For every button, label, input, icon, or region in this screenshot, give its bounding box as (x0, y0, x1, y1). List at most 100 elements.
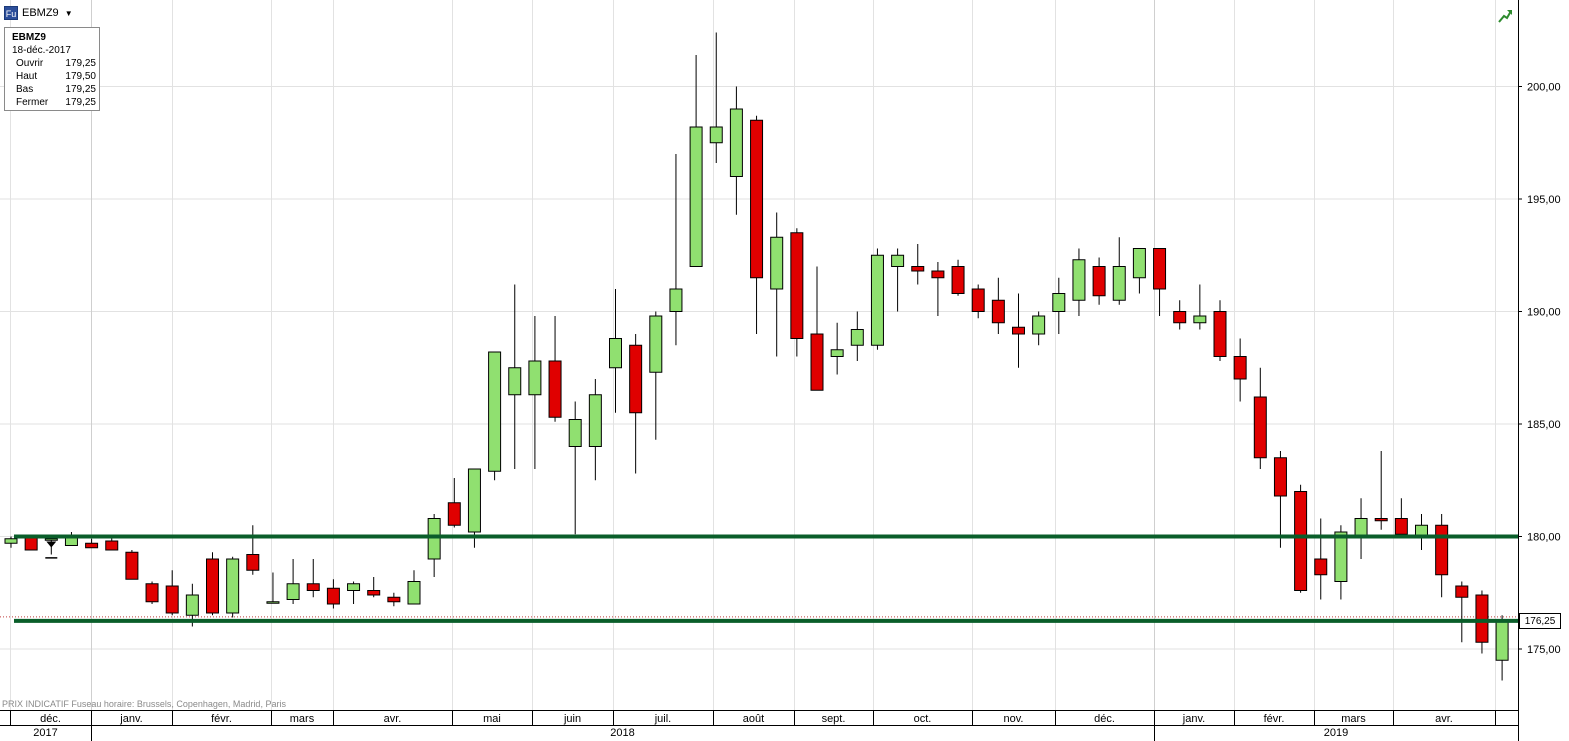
y-tick-label: 190,00 (1527, 307, 1561, 319)
y-tick-label: 195,00 (1527, 194, 1561, 206)
candle-body (1092, 266, 1106, 297)
candle (991, 277, 1005, 334)
candle-body (1012, 326, 1025, 335)
candles (4, 32, 1509, 681)
x-month-label: févr. (211, 713, 232, 725)
candle (246, 525, 260, 575)
candle-body (528, 360, 542, 396)
candle-body (488, 351, 502, 472)
candle-body (165, 585, 179, 614)
candle (367, 577, 381, 598)
marker-icon (46, 541, 57, 548)
x-month-label: déc. (40, 713, 61, 725)
candle (931, 262, 945, 316)
candle-body (24, 536, 38, 551)
candle-body (830, 349, 844, 357)
x-year-label: 2018 (610, 727, 634, 739)
candle (1394, 498, 1408, 537)
x-month-label: juin (563, 713, 581, 725)
candle-body (790, 232, 804, 339)
x-month-label: févr. (1264, 713, 1285, 725)
candle (286, 559, 300, 604)
candle (1374, 451, 1388, 530)
candle (1314, 518, 1328, 600)
last-price-tag: 176,25 (1519, 613, 1561, 629)
ohlc-info-box: EBMZ9 18-déc.-2017 Ouvrir 179,25 Haut 17… (4, 27, 100, 111)
candle (206, 552, 219, 616)
candle (1092, 257, 1106, 305)
candle-body (1495, 621, 1509, 661)
candle-body (266, 601, 280, 604)
candle-body (1435, 524, 1449, 576)
candle (1072, 248, 1086, 316)
info-date: 18-déc.-2017 (12, 45, 71, 56)
candle (1052, 277, 1066, 334)
candle-body (1032, 315, 1046, 335)
x-month-label: oct. (914, 713, 932, 725)
symbol-name: EBMZ9 (22, 7, 59, 19)
candle-body (185, 594, 199, 616)
x-year-label: 2019 (1324, 727, 1348, 739)
candle (609, 289, 622, 413)
candle-body (367, 590, 381, 596)
candle-body (427, 518, 441, 560)
info-row-high: Haut 179,50 (12, 70, 99, 83)
y-tick-label: 175,00 (1527, 644, 1561, 656)
candle-body (1153, 248, 1167, 290)
candle-body (669, 288, 683, 312)
info-title: EBMZ9 (12, 32, 46, 43)
candle-body (548, 360, 562, 418)
candle-body (1334, 531, 1348, 582)
x-month-label: juil. (654, 713, 672, 725)
candle-body (4, 538, 18, 544)
candle-body (1072, 259, 1086, 301)
candle (165, 570, 179, 616)
candle (1213, 300, 1227, 361)
candle-body (991, 299, 1005, 324)
symbol-selector[interactable]: Fu EBMZ9 ▼ (4, 4, 73, 22)
candle-body (1132, 248, 1146, 279)
info-label: Fermer (16, 97, 49, 108)
candle-body (1173, 311, 1187, 324)
candle-body (891, 254, 905, 267)
info-value: 179,25 (65, 97, 96, 108)
x-month-label: janv. (1182, 713, 1205, 725)
candle-body (508, 367, 522, 396)
info-row-open: Ouvrir 179,25 (12, 57, 99, 70)
candle-body (286, 583, 300, 600)
candle (1032, 311, 1046, 346)
candle (709, 32, 723, 163)
candle-body (1112, 266, 1126, 301)
candle-body (609, 338, 622, 369)
candle-body (689, 126, 703, 267)
candle (64, 532, 78, 546)
candle (850, 311, 864, 361)
info-row-close: Fermer 179,25 (12, 96, 99, 109)
candle (729, 86, 743, 215)
info-value: 179,25 (65, 58, 96, 69)
candle-body (810, 333, 824, 391)
candle-body (347, 583, 361, 591)
candle (1294, 484, 1308, 593)
chart-trend-icon[interactable] (1497, 8, 1513, 24)
info-label: Ouvrir (16, 58, 44, 69)
candle-body (407, 581, 421, 605)
candle (1012, 293, 1025, 368)
candle-body (226, 558, 240, 614)
info-label: Bas (16, 84, 34, 95)
candle-body (770, 236, 784, 290)
candle-body (850, 329, 864, 346)
chevron-down-icon[interactable]: ▼ (64, 8, 73, 18)
info-value: 179,25 (65, 84, 96, 95)
candle (24, 536, 38, 551)
candle-body (568, 419, 582, 447)
candle (1112, 237, 1126, 305)
candle (266, 572, 280, 604)
candle-body (1273, 457, 1287, 497)
candle-body (911, 266, 925, 272)
candle-body (1354, 518, 1368, 537)
candle (85, 538, 99, 549)
x-month-label: sept. (822, 713, 846, 725)
candle (1415, 514, 1428, 550)
